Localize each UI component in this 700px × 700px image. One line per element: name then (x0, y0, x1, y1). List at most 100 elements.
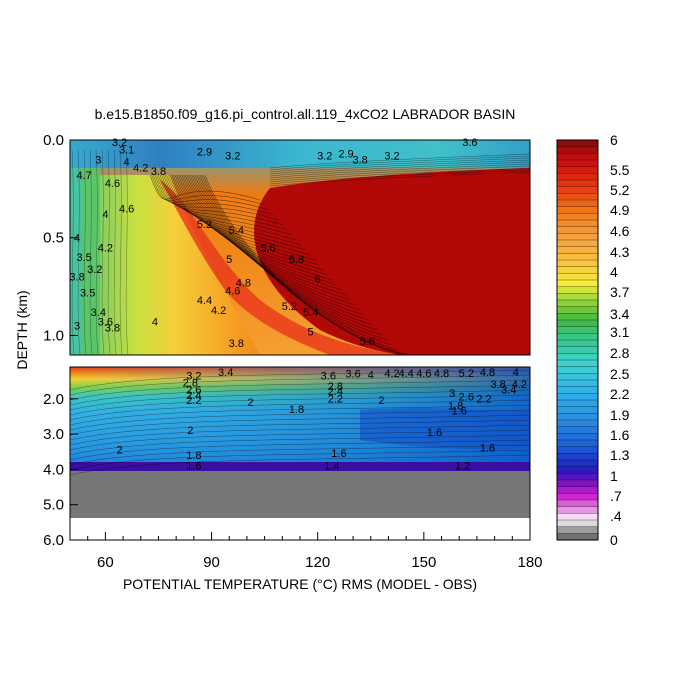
bottom-purple-band (70, 462, 530, 471)
colorbar-swatch (556, 446, 599, 454)
colorbar-swatch (556, 406, 599, 414)
contour-line (69, 434, 531, 456)
contour-line (269, 171, 531, 187)
contour-label: 4.2 (98, 242, 113, 254)
contour-label: 2.2 (328, 393, 343, 405)
y-tick-label: 6.0 (43, 532, 64, 549)
colorbar-swatch (556, 166, 599, 174)
colorbar-swatches (556, 139, 599, 541)
contour-line (269, 167, 531, 183)
x-tick-label: 180 (517, 554, 542, 571)
colorbar-swatch (556, 459, 599, 468)
contour-line (69, 384, 531, 406)
colorbar-swatch (556, 286, 599, 294)
contour-line (69, 394, 531, 416)
contour-label: 3.1 (119, 145, 134, 157)
contour-line (69, 419, 531, 441)
contour-label: 1.8 (448, 400, 463, 412)
contour-line (69, 399, 531, 421)
colorbar-swatch (556, 306, 599, 314)
colorbar-label: .4 (610, 508, 622, 524)
contour-label: 1.2 (455, 460, 470, 472)
contour-label: 2.4 (328, 386, 343, 398)
colorbar-label: 0 (610, 532, 618, 548)
colorbar-label: 1.9 (610, 407, 630, 423)
colorbar-swatch (556, 353, 599, 361)
contour-line (269, 153, 531, 169)
colorbar-swatch (556, 333, 599, 341)
colorbar-swatch (556, 519, 599, 528)
below-data-area (70, 518, 530, 540)
contour-line (69, 404, 531, 426)
colorbar-swatch (556, 226, 599, 234)
contour-line (69, 369, 531, 391)
contour-line (113, 149, 117, 356)
contour-line (269, 169, 531, 185)
contour-label: 3.6 (321, 370, 336, 382)
contour-label: 4.4 (197, 295, 212, 307)
colorbar-swatch (556, 486, 599, 494)
colorbar-swatch (556, 159, 599, 168)
colorbar-swatch (556, 186, 599, 194)
chart-title: b.e15.B1850.f09_g16.pi_control.all.119_4… (94, 106, 516, 122)
colorbar-swatch (556, 359, 599, 368)
colorbar-swatch (556, 399, 599, 408)
colorbar-swatch (556, 379, 599, 388)
contour-line (269, 155, 531, 171)
contour-label: 5.8 (289, 254, 304, 266)
upper-contours (71, 149, 531, 356)
contour-line (69, 449, 531, 471)
contour-line (269, 163, 531, 179)
contour-label: 1.6 (427, 427, 442, 439)
colorbar-swatch (556, 266, 599, 274)
contour-label: 2.6 (186, 384, 201, 396)
y-axis-ticks-lower: 2.0 3.0 4.0 5.0 6.0 (43, 391, 78, 549)
contour-label: 1.6 (480, 443, 495, 455)
contour-label: 3 (95, 154, 101, 166)
contour-label: 2.6 (459, 392, 474, 404)
x-axis-ticks: 60 90 120 150 180 (69, 532, 543, 571)
colorbar-swatch (556, 426, 599, 434)
contour-line (83, 149, 87, 356)
colorbar-swatch (556, 419, 599, 428)
contour-line (269, 159, 531, 175)
colorbar-label: 2.2 (610, 386, 630, 402)
colorbar-swatch (556, 453, 599, 461)
contour-line (269, 161, 531, 177)
contour-label: 4.8 (480, 367, 495, 379)
contour-label: 4 (74, 233, 80, 245)
y-axis-label: DEPTH (km) (14, 290, 30, 369)
contour-line (199, 174, 397, 351)
contour-line (69, 409, 531, 431)
colorbar-swatch (556, 193, 599, 201)
contour-label: 3.8 (491, 379, 506, 391)
contour-line (69, 429, 531, 451)
contour-label: 1.6 (452, 406, 467, 418)
contour-label: 3.2 (384, 151, 399, 163)
colorbar-label: 3.1 (610, 324, 630, 340)
contour-label: 4.6 (416, 368, 431, 380)
colorbar-label: 2.5 (610, 366, 630, 382)
contour-label: 4.2 (512, 379, 527, 391)
lower-contours (69, 369, 531, 476)
colorbar-swatch (556, 199, 599, 208)
colorbar-swatch (556, 206, 599, 214)
contour-label: 2.9 (197, 147, 212, 159)
y-tick-label: 2.0 (43, 391, 64, 408)
y-tick-label: 3.0 (43, 426, 64, 443)
colorbar-label: 4.3 (610, 244, 630, 260)
contour-label: 2.9 (338, 149, 353, 161)
contour-label: 5.5 (360, 336, 375, 348)
upper-contour-labels: 3.23.132.9 3.23.64 4.2 3.84.74.64 4.644.23.5… (69, 137, 477, 350)
y-tick-label: 5.0 (43, 497, 64, 514)
colorbar-swatch (556, 373, 599, 381)
colorbar-swatch (556, 533, 599, 541)
contour-label: 3.4 (501, 384, 516, 396)
colorbar-swatch (556, 173, 599, 181)
contour-label: 4 (152, 317, 158, 329)
x-tick-label: 90 (203, 554, 220, 571)
contour-label: 3.6 (98, 317, 113, 329)
colorbar-frame (556, 139, 599, 541)
contour-label: 4.6 (119, 203, 134, 215)
